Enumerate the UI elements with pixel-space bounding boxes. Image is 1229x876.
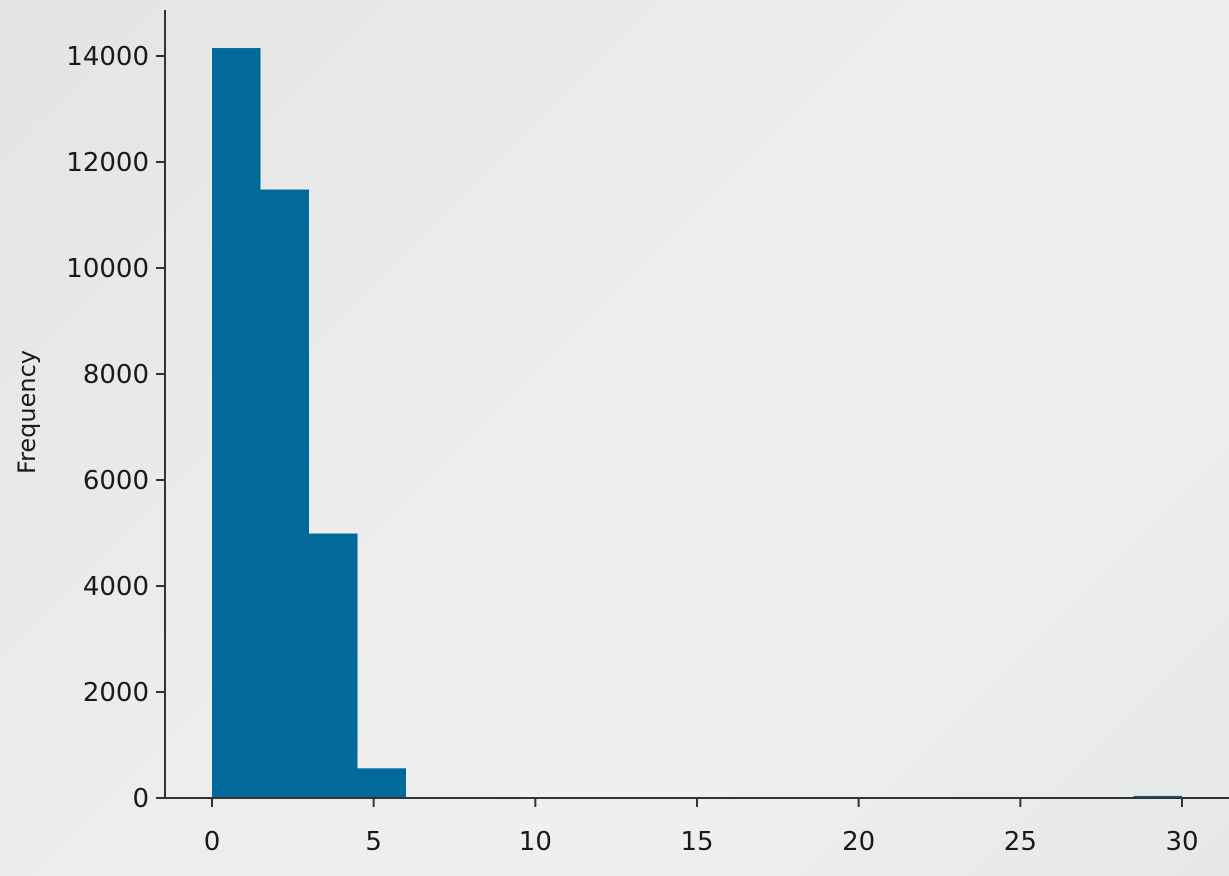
histogram-bars	[212, 48, 1182, 799]
y-tick-label: 2000	[83, 678, 149, 708]
x-tick-label: 15	[680, 827, 713, 857]
y-tick-label: 6000	[83, 466, 149, 496]
y-axis-label: Frequency	[13, 350, 41, 474]
histogram-bar	[212, 48, 261, 799]
y-tick-label: 14000	[66, 42, 149, 72]
y-tick-label: 8000	[83, 360, 149, 390]
y-tick-label: 12000	[66, 148, 149, 178]
histogram-bar	[357, 768, 406, 798]
y-tick-label: 4000	[83, 572, 149, 602]
y-tick-label: 0	[132, 784, 149, 814]
x-tick-label: 10	[519, 827, 552, 857]
histogram-bar	[309, 533, 358, 798]
x-tick-label: 25	[1004, 827, 1037, 857]
histogram-bar	[1133, 795, 1182, 798]
histogram-bar	[260, 189, 309, 798]
x-tick-label: 5	[365, 827, 382, 857]
x-tick-label: 0	[204, 827, 221, 857]
x-tick-label: 30	[1165, 827, 1198, 857]
x-tick-label: 20	[842, 827, 875, 857]
y-axis: 0 2000 4000 6000 8000 10000 12000 14000	[66, 10, 166, 814]
x-axis: 0 5 10 15 20 25 30	[165, 797, 1229, 857]
y-tick-label: 10000	[66, 254, 149, 284]
